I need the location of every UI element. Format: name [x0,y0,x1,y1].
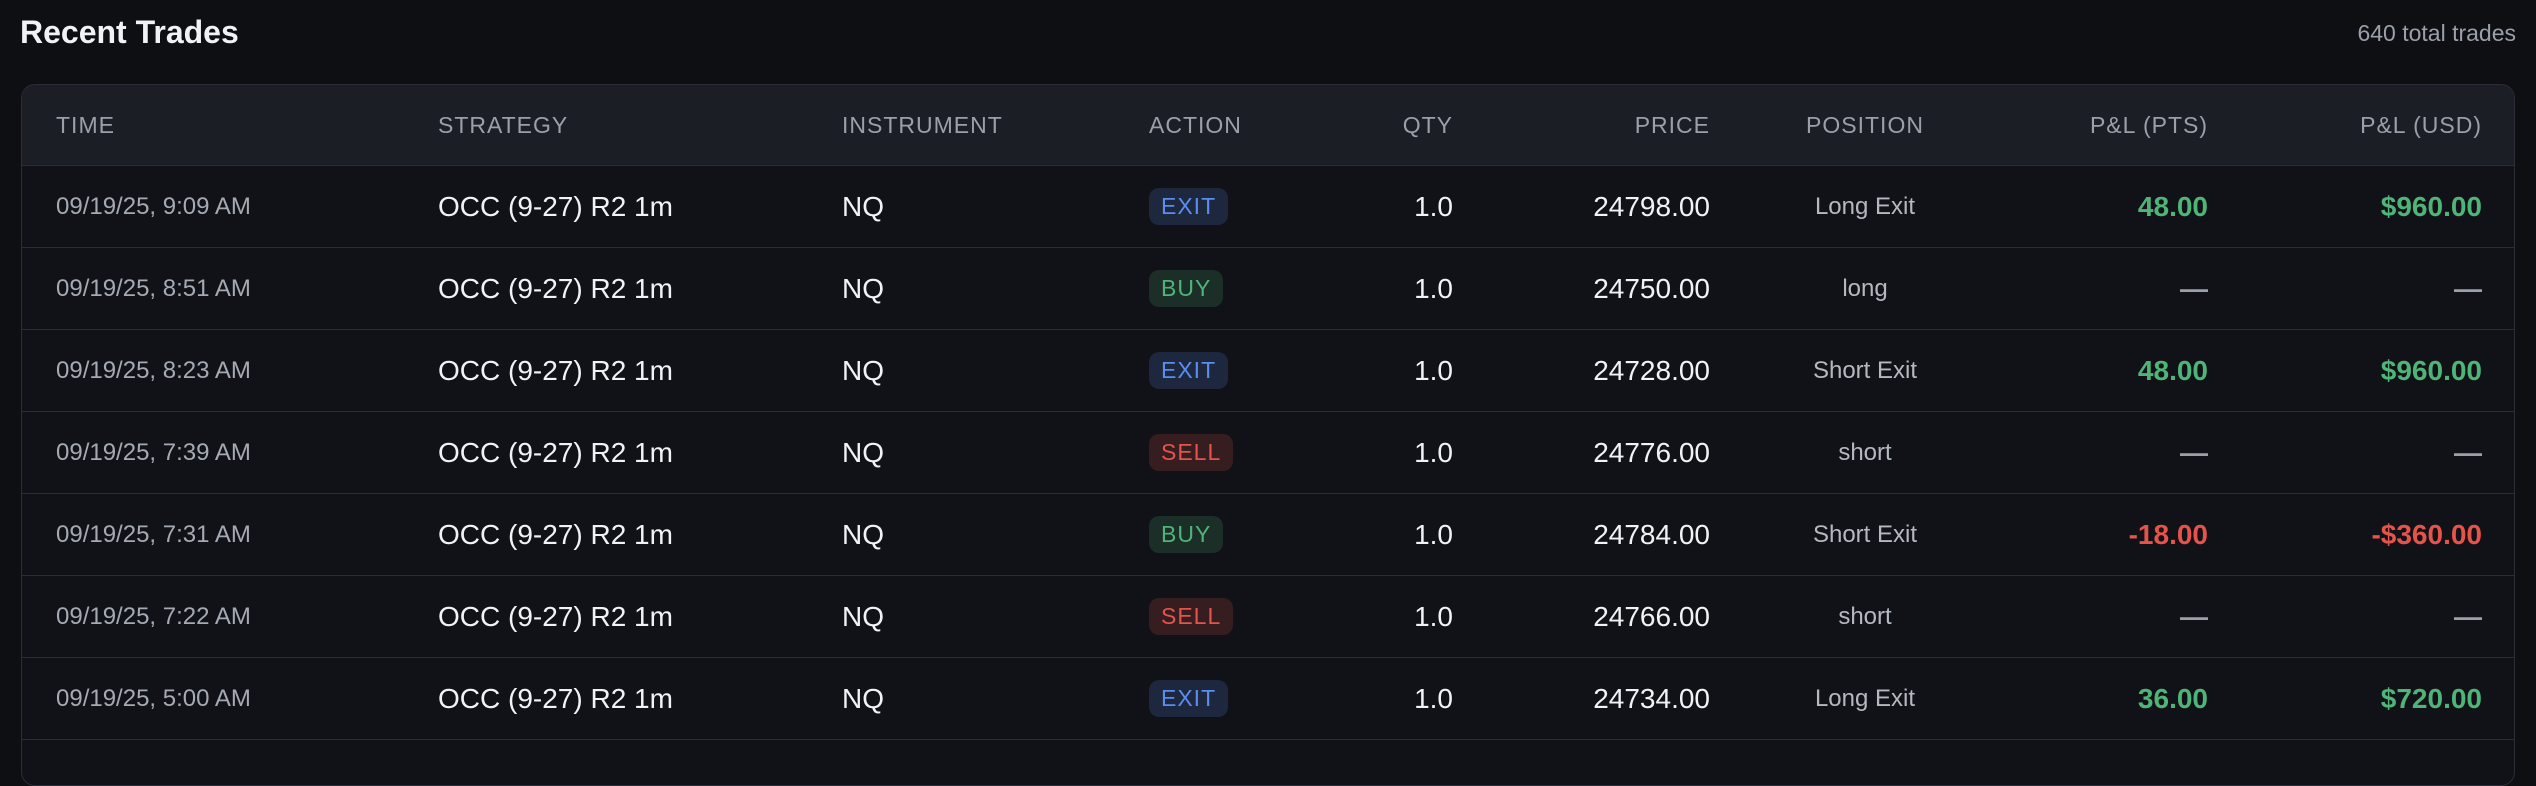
instrument-cell: NQ [842,436,884,468]
price-cell: 24728.00 [1593,354,1710,386]
time-cell: 09/19/25, 5:00 AM [56,684,251,712]
time-cell: 09/19/25, 8:23 AM [56,356,251,384]
table-row: 09/19/25, 7:22 AM OCC (9-27) R2 1m NQ SELL 1… [22,576,2514,658]
instrument-cell: NQ [842,518,884,550]
page: Recent Trades 640 total trades TIME STRAT… [20,14,2516,786]
price-cell: 24766.00 [1593,600,1710,632]
price-cell: 24734.00 [1593,682,1710,714]
action-cell: BUY [1149,248,1224,329]
column-header: PRICE [1634,111,1710,138]
column-header: POSITION [1806,111,1924,138]
price-cell: 24784.00 [1593,518,1710,550]
strategy-cell: OCC (9-27) R2 1m [438,518,673,550]
instrument-cell: NQ [842,272,884,304]
strategy-cell: OCC (9-27) R2 1m [438,272,673,304]
pnl-usd-cell: $960.00 [2380,354,2482,386]
pnl-pts-cell: — [2180,272,2208,304]
pnl-pts-cell: -18.00 [2128,518,2208,550]
action-cell: SELL [1149,576,1234,657]
instrument-cell: NQ [842,190,884,222]
time-cell: 09/19/25, 8:51 AM [56,274,251,302]
pnl-pts-cell: — [2180,436,2208,468]
action-cell: EXIT [1149,166,1229,247]
qty-cell: 1.0 [1414,272,1453,304]
table-row: 09/19/25, 8:23 AM OCC (9-27) R2 1m NQ EXIT 1… [22,330,2514,412]
table-row: 09/19/25, 5:00 AM OCC (9-27) R2 1m NQ EXIT 1… [22,658,2514,740]
action-cell: EXIT [1149,330,1229,411]
instrument-cell: NQ [842,600,884,632]
strategy-cell: OCC (9-27) R2 1m [438,682,673,714]
qty-cell: 1.0 [1414,354,1453,386]
action-cell: EXIT [1149,658,1229,739]
pnl-usd-cell: $960.00 [2380,190,2482,222]
price-cell: 24750.00 [1593,272,1710,304]
pnl-usd-cell: — [2454,600,2482,632]
trades-table: TIME STRATEGY INSTRUMENT ACTION QTY PRICE POSI… [21,84,2515,786]
position-cell: Long Exit [1814,684,1916,712]
trade-count: 640 total trades [2357,20,2516,46]
position-cell: short [1838,438,1892,466]
price-cell: 24798.00 [1593,190,1710,222]
pnl-pts-cell: — [2180,600,2208,632]
position-cell: Short Exit [1812,356,1918,384]
pnl-pts-cell: 48.00 [2137,190,2208,222]
table-header: TIME STRATEGY INSTRUMENT ACTION QTY PRICE POSI… [22,85,2514,166]
qty-cell: 1.0 [1414,600,1453,632]
instrument-cell: NQ [842,682,884,714]
strategy-cell: OCC (9-27) R2 1m [438,354,673,386]
action-badge: BUY [1149,270,1224,307]
qty-cell: 1.0 [1414,190,1453,222]
position-cell: Long Exit [1814,192,1916,220]
action-badge: EXIT [1149,680,1229,717]
pnl-usd-cell: $720.00 [2380,682,2482,714]
action-badge: EXIT [1149,188,1229,225]
qty-cell: 1.0 [1414,518,1453,550]
strategy-cell: OCC (9-27) R2 1m [438,190,673,222]
column-header: STRATEGY [438,111,569,138]
strategy-cell: OCC (9-27) R2 1m [438,436,673,468]
title: Recent Trades [20,14,239,50]
position-cell: Short Exit [1812,520,1918,548]
table-row: 09/19/25, 9:09 AM OCC (9-27) R2 1m NQ EXIT 1… [22,166,2514,248]
pnl-pts-cell: 48.00 [2137,354,2208,386]
column-header: ACTION [1149,111,1242,138]
column-header: INSTRUMENT [842,111,1003,138]
table-row: 09/19/25, 8:51 AM OCC (9-27) R2 1m NQ BUY 1.… [22,248,2514,330]
action-badge: SELL [1149,434,1234,471]
instrument-cell: NQ [842,354,884,386]
action-cell: SELL [1149,412,1234,493]
qty-cell: 1.0 [1414,436,1453,468]
table-row: 09/19/25, 7:39 AM OCC (9-27) R2 1m NQ SELL 1… [22,412,2514,494]
time-cell: 09/19/25, 7:39 AM [56,438,251,466]
qty-cell: 1.0 [1414,682,1453,714]
position-cell: long [1842,274,1888,302]
column-header: P&L (PTS) [2089,111,2208,138]
price-cell: 24776.00 [1593,436,1710,468]
time-cell: 09/19/25, 7:22 AM [56,602,251,630]
action-badge: SELL [1149,598,1234,635]
time-cell: 09/19/25, 7:31 AM [56,520,251,548]
pnl-usd-cell: — [2454,272,2482,304]
action-badge: EXIT [1149,352,1229,389]
pnl-usd-cell: — [2454,436,2482,468]
pnl-pts-cell: 36.00 [2137,682,2208,714]
pnl-usd-cell: -$360.00 [2371,518,2482,550]
time-cell: 09/19/25, 9:09 AM [56,192,251,220]
position-cell: short [1838,602,1892,630]
action-badge: BUY [1149,516,1224,553]
action-cell: BUY [1149,494,1224,575]
column-header: TIME [56,111,115,138]
table-row: 09/19/25, 7:31 AM OCC (9-27) R2 1m NQ BUY 1.… [22,494,2514,576]
strategy-cell: OCC (9-27) R2 1m [438,600,673,632]
column-header: P&L (USD) [2360,111,2482,138]
column-header: QTY [1402,111,1453,138]
